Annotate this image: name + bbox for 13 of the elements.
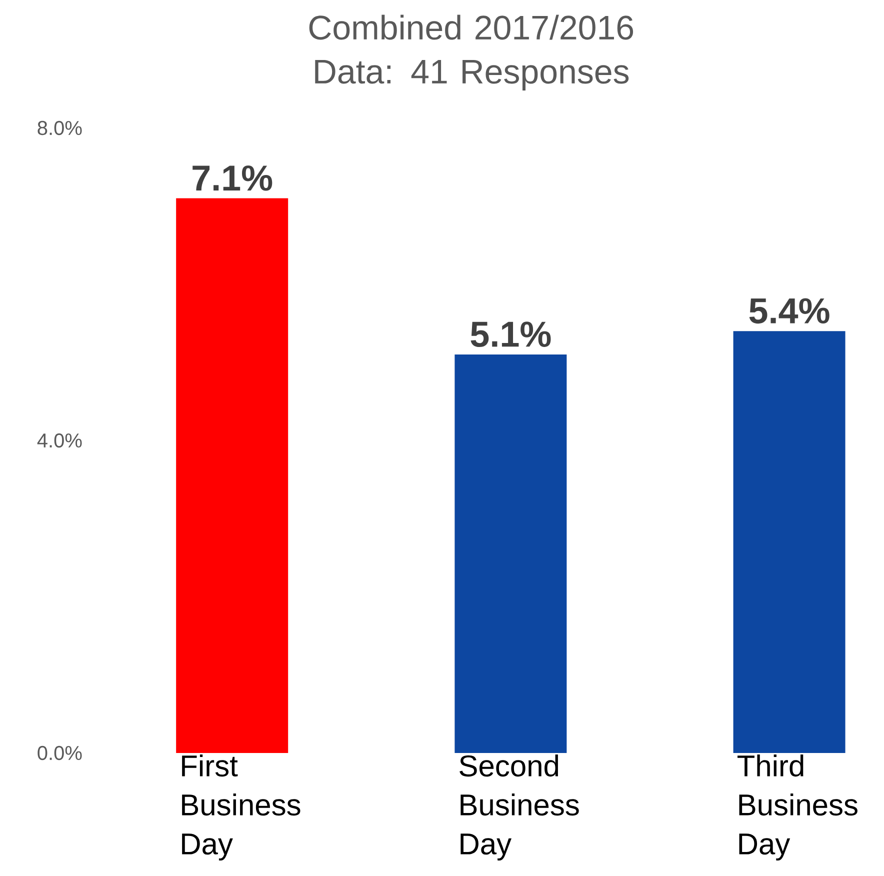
y-tick-label: 0.0% bbox=[38, 746, 82, 760]
bar bbox=[176, 198, 288, 753]
x-tick-label: Second Business Day bbox=[460, 754, 579, 860]
chart-title: Combined 2017/2016 Data: 41 Responses bbox=[309, 14, 634, 90]
data-label: 7.1% bbox=[192, 165, 272, 191]
y-tick-label: 8.0% bbox=[38, 120, 82, 136]
bar bbox=[454, 354, 567, 753]
bar bbox=[733, 331, 846, 753]
x-tick-label: Third Business Day bbox=[737, 754, 858, 860]
y-tick-label: 4.0% bbox=[37, 433, 82, 448]
data-label: 5.4% bbox=[749, 298, 830, 324]
x-tick-label: First Business Day bbox=[182, 754, 300, 860]
data-label: 5.1% bbox=[470, 322, 551, 348]
